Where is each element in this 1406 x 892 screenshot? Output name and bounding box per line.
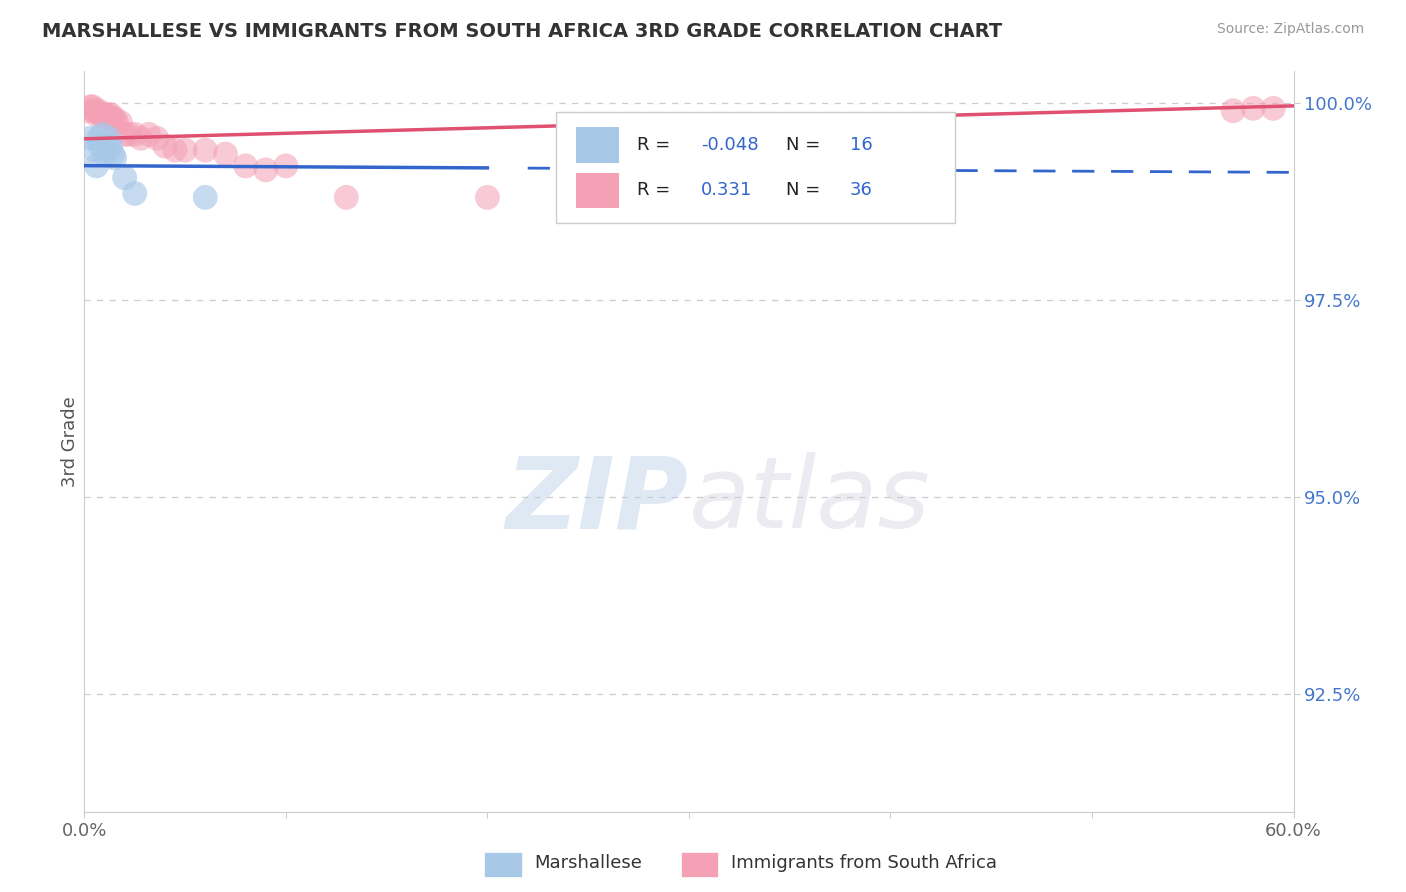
- Point: [79, 100, 101, 114]
- Point: [254, 162, 277, 177]
- Point: [274, 159, 297, 173]
- Point: [637, 190, 659, 204]
- Point: [96, 112, 118, 126]
- Y-axis label: 3rd Grade: 3rd Grade: [62, 396, 80, 487]
- Point: [118, 128, 141, 142]
- Point: [114, 170, 136, 185]
- Point: [124, 186, 146, 201]
- Text: Immigrants from South Africa: Immigrants from South Africa: [731, 855, 997, 872]
- Point: [86, 159, 108, 173]
- Point: [87, 131, 110, 145]
- Text: 16: 16: [849, 136, 873, 153]
- Point: [97, 131, 120, 145]
- Point: [83, 143, 105, 157]
- Point: [477, 190, 499, 204]
- Point: [335, 190, 357, 204]
- FancyBboxPatch shape: [555, 112, 955, 223]
- Point: [101, 112, 124, 126]
- Point: [1222, 103, 1244, 118]
- Point: [89, 108, 111, 122]
- Text: N =: N =: [786, 181, 825, 200]
- Point: [93, 147, 115, 161]
- Point: [100, 139, 122, 153]
- Point: [77, 103, 100, 118]
- Point: [214, 147, 236, 161]
- Text: Source: ZipAtlas.com: Source: ZipAtlas.com: [1216, 22, 1364, 37]
- Text: Marshallese: Marshallese: [534, 855, 643, 872]
- Point: [1241, 102, 1264, 116]
- Point: [1263, 102, 1285, 116]
- Point: [100, 108, 122, 122]
- Point: [146, 131, 169, 145]
- Point: [91, 128, 114, 142]
- Point: [93, 108, 115, 122]
- Point: [96, 139, 118, 153]
- Point: [105, 115, 128, 129]
- Text: MARSHALLESE VS IMMIGRANTS FROM SOUTH AFRICA 3RD GRADE CORRELATION CHART: MARSHALLESE VS IMMIGRANTS FROM SOUTH AFR…: [42, 22, 1002, 41]
- Point: [79, 131, 101, 145]
- Bar: [576, 127, 619, 162]
- Text: -0.048: -0.048: [702, 136, 759, 153]
- Point: [82, 100, 104, 114]
- Point: [91, 108, 114, 122]
- Text: R =: R =: [637, 136, 676, 153]
- Point: [110, 115, 132, 129]
- Point: [104, 112, 127, 126]
- Point: [129, 131, 152, 145]
- Text: N =: N =: [786, 136, 825, 153]
- Point: [101, 147, 124, 161]
- Point: [194, 143, 217, 157]
- Point: [235, 159, 257, 173]
- Point: [89, 139, 111, 153]
- Point: [124, 128, 146, 142]
- Text: ZIP: ZIP: [506, 452, 689, 549]
- Point: [174, 143, 197, 157]
- Point: [97, 108, 120, 122]
- Point: [194, 190, 217, 204]
- Text: 0.331: 0.331: [702, 181, 752, 200]
- Point: [138, 128, 160, 142]
- Point: [104, 151, 127, 165]
- Bar: [576, 173, 619, 208]
- Text: atlas: atlas: [689, 452, 931, 549]
- Point: [114, 128, 136, 142]
- Point: [87, 103, 110, 118]
- Point: [86, 108, 108, 122]
- Text: 36: 36: [849, 181, 873, 200]
- Point: [165, 143, 187, 157]
- Point: [153, 139, 176, 153]
- Point: [83, 103, 105, 118]
- Text: R =: R =: [637, 181, 676, 200]
